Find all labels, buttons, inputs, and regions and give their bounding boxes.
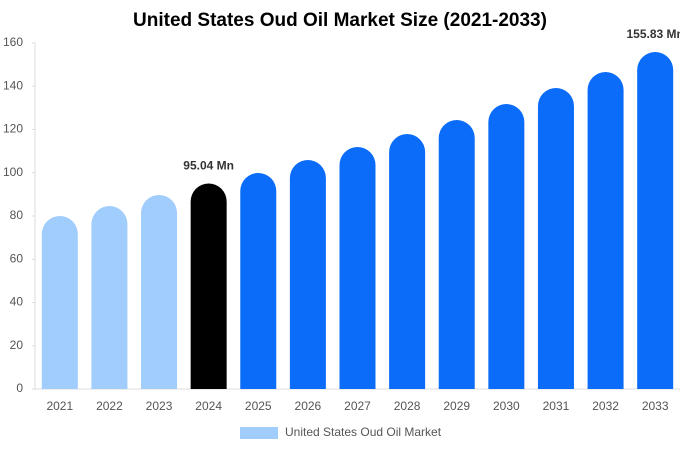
bar bbox=[537, 87, 574, 389]
value-label: 155.83 Mn bbox=[627, 27, 680, 41]
x-tick-label: 2030 bbox=[493, 399, 520, 413]
y-tick-label: 80 bbox=[10, 208, 24, 222]
bar bbox=[240, 172, 277, 389]
x-tick-label: 2029 bbox=[443, 399, 470, 413]
x-tick-label: 2031 bbox=[543, 399, 570, 413]
x-tick-label: 2021 bbox=[46, 399, 73, 413]
legend-swatch bbox=[240, 427, 278, 439]
x-tick-label: 2022 bbox=[96, 399, 123, 413]
x-tick-label: 2025 bbox=[245, 399, 272, 413]
bar bbox=[488, 104, 525, 389]
x-tick-label: 2032 bbox=[592, 399, 619, 413]
y-tick-label: 100 bbox=[3, 165, 23, 179]
bar bbox=[637, 52, 674, 389]
x-tick-label: 2024 bbox=[195, 399, 222, 413]
x-tick-label: 2028 bbox=[394, 399, 421, 413]
bar bbox=[339, 147, 376, 389]
value-label: 95.04 Mn bbox=[183, 159, 234, 173]
y-tick-label: 160 bbox=[3, 35, 23, 49]
y-tick-label: 0 bbox=[16, 381, 23, 395]
bar bbox=[289, 159, 326, 389]
bar bbox=[389, 134, 426, 389]
y-tick-label: 60 bbox=[10, 251, 24, 265]
y-tick-label: 120 bbox=[3, 122, 23, 136]
chart-title: United States Oud Oil Market Size (2021-… bbox=[133, 10, 547, 31]
bar bbox=[91, 206, 128, 389]
bar bbox=[41, 216, 78, 389]
x-tick-label: 2023 bbox=[146, 399, 173, 413]
bar bbox=[438, 119, 475, 390]
x-tick-label: 2027 bbox=[344, 399, 371, 413]
bar bbox=[587, 71, 624, 389]
x-tick-label: 2033 bbox=[642, 399, 669, 413]
y-tick-label: 140 bbox=[3, 78, 23, 92]
bar bbox=[190, 183, 227, 389]
y-tick-label: 20 bbox=[10, 338, 24, 352]
bar bbox=[141, 195, 178, 389]
legend-label: United States Oud Oil Market bbox=[285, 425, 442, 439]
y-tick-label: 40 bbox=[10, 295, 24, 309]
x-tick-label: 2026 bbox=[295, 399, 322, 413]
